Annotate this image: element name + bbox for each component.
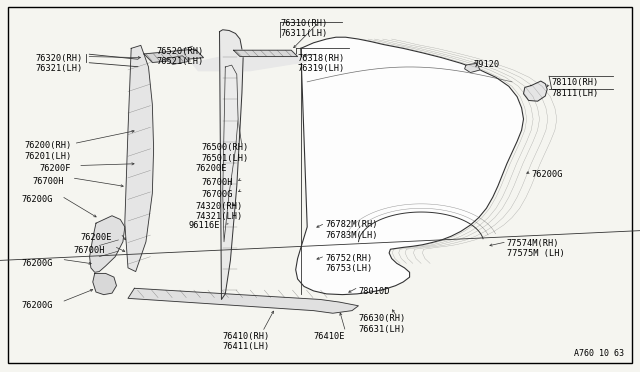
Text: 76200F: 76200F: [40, 164, 71, 173]
Text: 76410E: 76410E: [314, 332, 345, 341]
Text: 76320(RH)
76321(LH): 76320(RH) 76321(LH): [35, 54, 83, 73]
Polygon shape: [165, 56, 189, 64]
Text: 76200E: 76200E: [80, 232, 111, 241]
Polygon shape: [90, 216, 125, 272]
Text: 76700H: 76700H: [32, 177, 63, 186]
Polygon shape: [296, 37, 524, 295]
Polygon shape: [220, 30, 243, 299]
Polygon shape: [234, 50, 298, 57]
Text: 76318(RH)
76319(LH): 76318(RH) 76319(LH): [298, 54, 345, 73]
Text: 78110(RH)
78111(LH): 78110(RH) 78111(LH): [552, 78, 599, 97]
Polygon shape: [524, 81, 547, 101]
Text: 76700H: 76700H: [74, 246, 105, 254]
Text: 76500(RH)
76501(LH): 76500(RH) 76501(LH): [202, 143, 249, 163]
Text: 76700H: 76700H: [202, 178, 233, 187]
Text: 79120: 79120: [474, 60, 500, 68]
Polygon shape: [465, 63, 480, 73]
Text: 76520(RH)
76521(LH): 76520(RH) 76521(LH): [157, 46, 204, 66]
Text: 76752(RH)
76753(LH): 76752(RH) 76753(LH): [325, 254, 372, 273]
Polygon shape: [192, 52, 307, 71]
Text: 76410(RH)
76411(LH): 76410(RH) 76411(LH): [223, 332, 270, 351]
Polygon shape: [128, 288, 358, 313]
Text: 96116E: 96116E: [189, 221, 220, 230]
Text: 76200G: 76200G: [531, 170, 563, 179]
Polygon shape: [125, 45, 154, 272]
Text: 77574M(RH)
77575M (LH): 77574M(RH) 77575M (LH): [507, 239, 564, 258]
Polygon shape: [144, 49, 204, 62]
Text: A760 10 63: A760 10 63: [574, 349, 624, 358]
Text: 76700G: 76700G: [202, 190, 233, 199]
Polygon shape: [93, 273, 116, 295]
Text: 76782M(RH)
76783M(LH): 76782M(RH) 76783M(LH): [325, 220, 378, 240]
Text: 76200G: 76200G: [22, 301, 53, 310]
Text: 76200G: 76200G: [22, 195, 53, 204]
Text: 76310(RH)
76311(LH): 76310(RH) 76311(LH): [280, 19, 328, 38]
Text: 74320(RH)
74321(LH): 74320(RH) 74321(LH): [195, 202, 243, 221]
Text: 78010D: 78010D: [358, 287, 390, 296]
Polygon shape: [223, 65, 238, 242]
Text: 76200E: 76200E: [195, 164, 227, 173]
Text: 76200G: 76200G: [22, 259, 53, 267]
Text: 76200(RH)
76201(LH): 76200(RH) 76201(LH): [24, 141, 72, 161]
Text: 76630(RH)
76631(LH): 76630(RH) 76631(LH): [358, 314, 406, 334]
